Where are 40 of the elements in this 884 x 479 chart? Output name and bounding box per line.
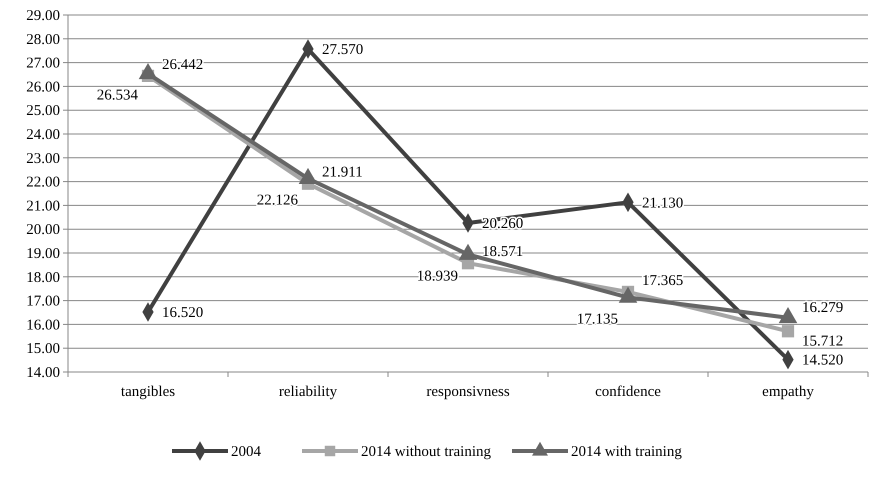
y-tick-label: 19.00 — [26, 246, 60, 262]
y-tick-label: 18.00 — [26, 270, 60, 286]
data-label: 17.135 — [576, 311, 618, 328]
point — [782, 325, 794, 338]
y-tick-label: 27.00 — [26, 56, 60, 72]
data-label: 18.571 — [482, 244, 524, 260]
data-label: 27.570 — [322, 42, 364, 58]
data-label: 14.520 — [802, 352, 844, 369]
y-tick-label: 14.00 — [26, 365, 60, 381]
legend-label: 2004 — [231, 444, 262, 460]
data-label: 22.126 — [256, 192, 298, 209]
data-label: 26.442 — [162, 56, 204, 73]
legend-label: 2014 without training — [361, 444, 492, 460]
y-tick-label: 29.00 — [26, 8, 60, 24]
y-tick-label: 28.00 — [26, 32, 60, 48]
x-tick-label: empathy — [762, 384, 814, 400]
x-tick-label: confidence — [595, 384, 662, 400]
y-tick-label: 22.00 — [26, 174, 60, 191]
x-tick-label: tangibles — [120, 384, 176, 400]
legend-label: 2014 with training — [571, 444, 682, 460]
y-tick-label: 25.00 — [26, 103, 60, 120]
y-tick-label: 24.00 — [26, 127, 60, 143]
y-tick-label: 15.00 — [26, 341, 60, 358]
y-tick-label: 17.00 — [26, 294, 60, 310]
y-tick-label: 20.00 — [26, 222, 60, 238]
y-tick-label: 21.00 — [26, 198, 60, 214]
data-label: 26.534 — [96, 88, 138, 104]
data-label: 16.279 — [802, 300, 844, 316]
data-label: 21.911 — [322, 164, 363, 181]
data-label: 17.365 — [642, 272, 684, 289]
y-tick-label: 23.00 — [26, 150, 60, 167]
data-label: 20.260 — [482, 216, 524, 232]
y-tick-label: 16.00 — [26, 317, 60, 334]
x-tick-label: responsivness — [426, 384, 510, 400]
data-label: 21.130 — [642, 195, 684, 212]
y-tick-label: 26.00 — [26, 79, 60, 96]
data-label: 18.939 — [416, 268, 458, 284]
x-tick-label: reliability — [278, 384, 338, 400]
data-label: 16.520 — [162, 305, 204, 322]
data-label: 15.712 — [802, 333, 844, 350]
